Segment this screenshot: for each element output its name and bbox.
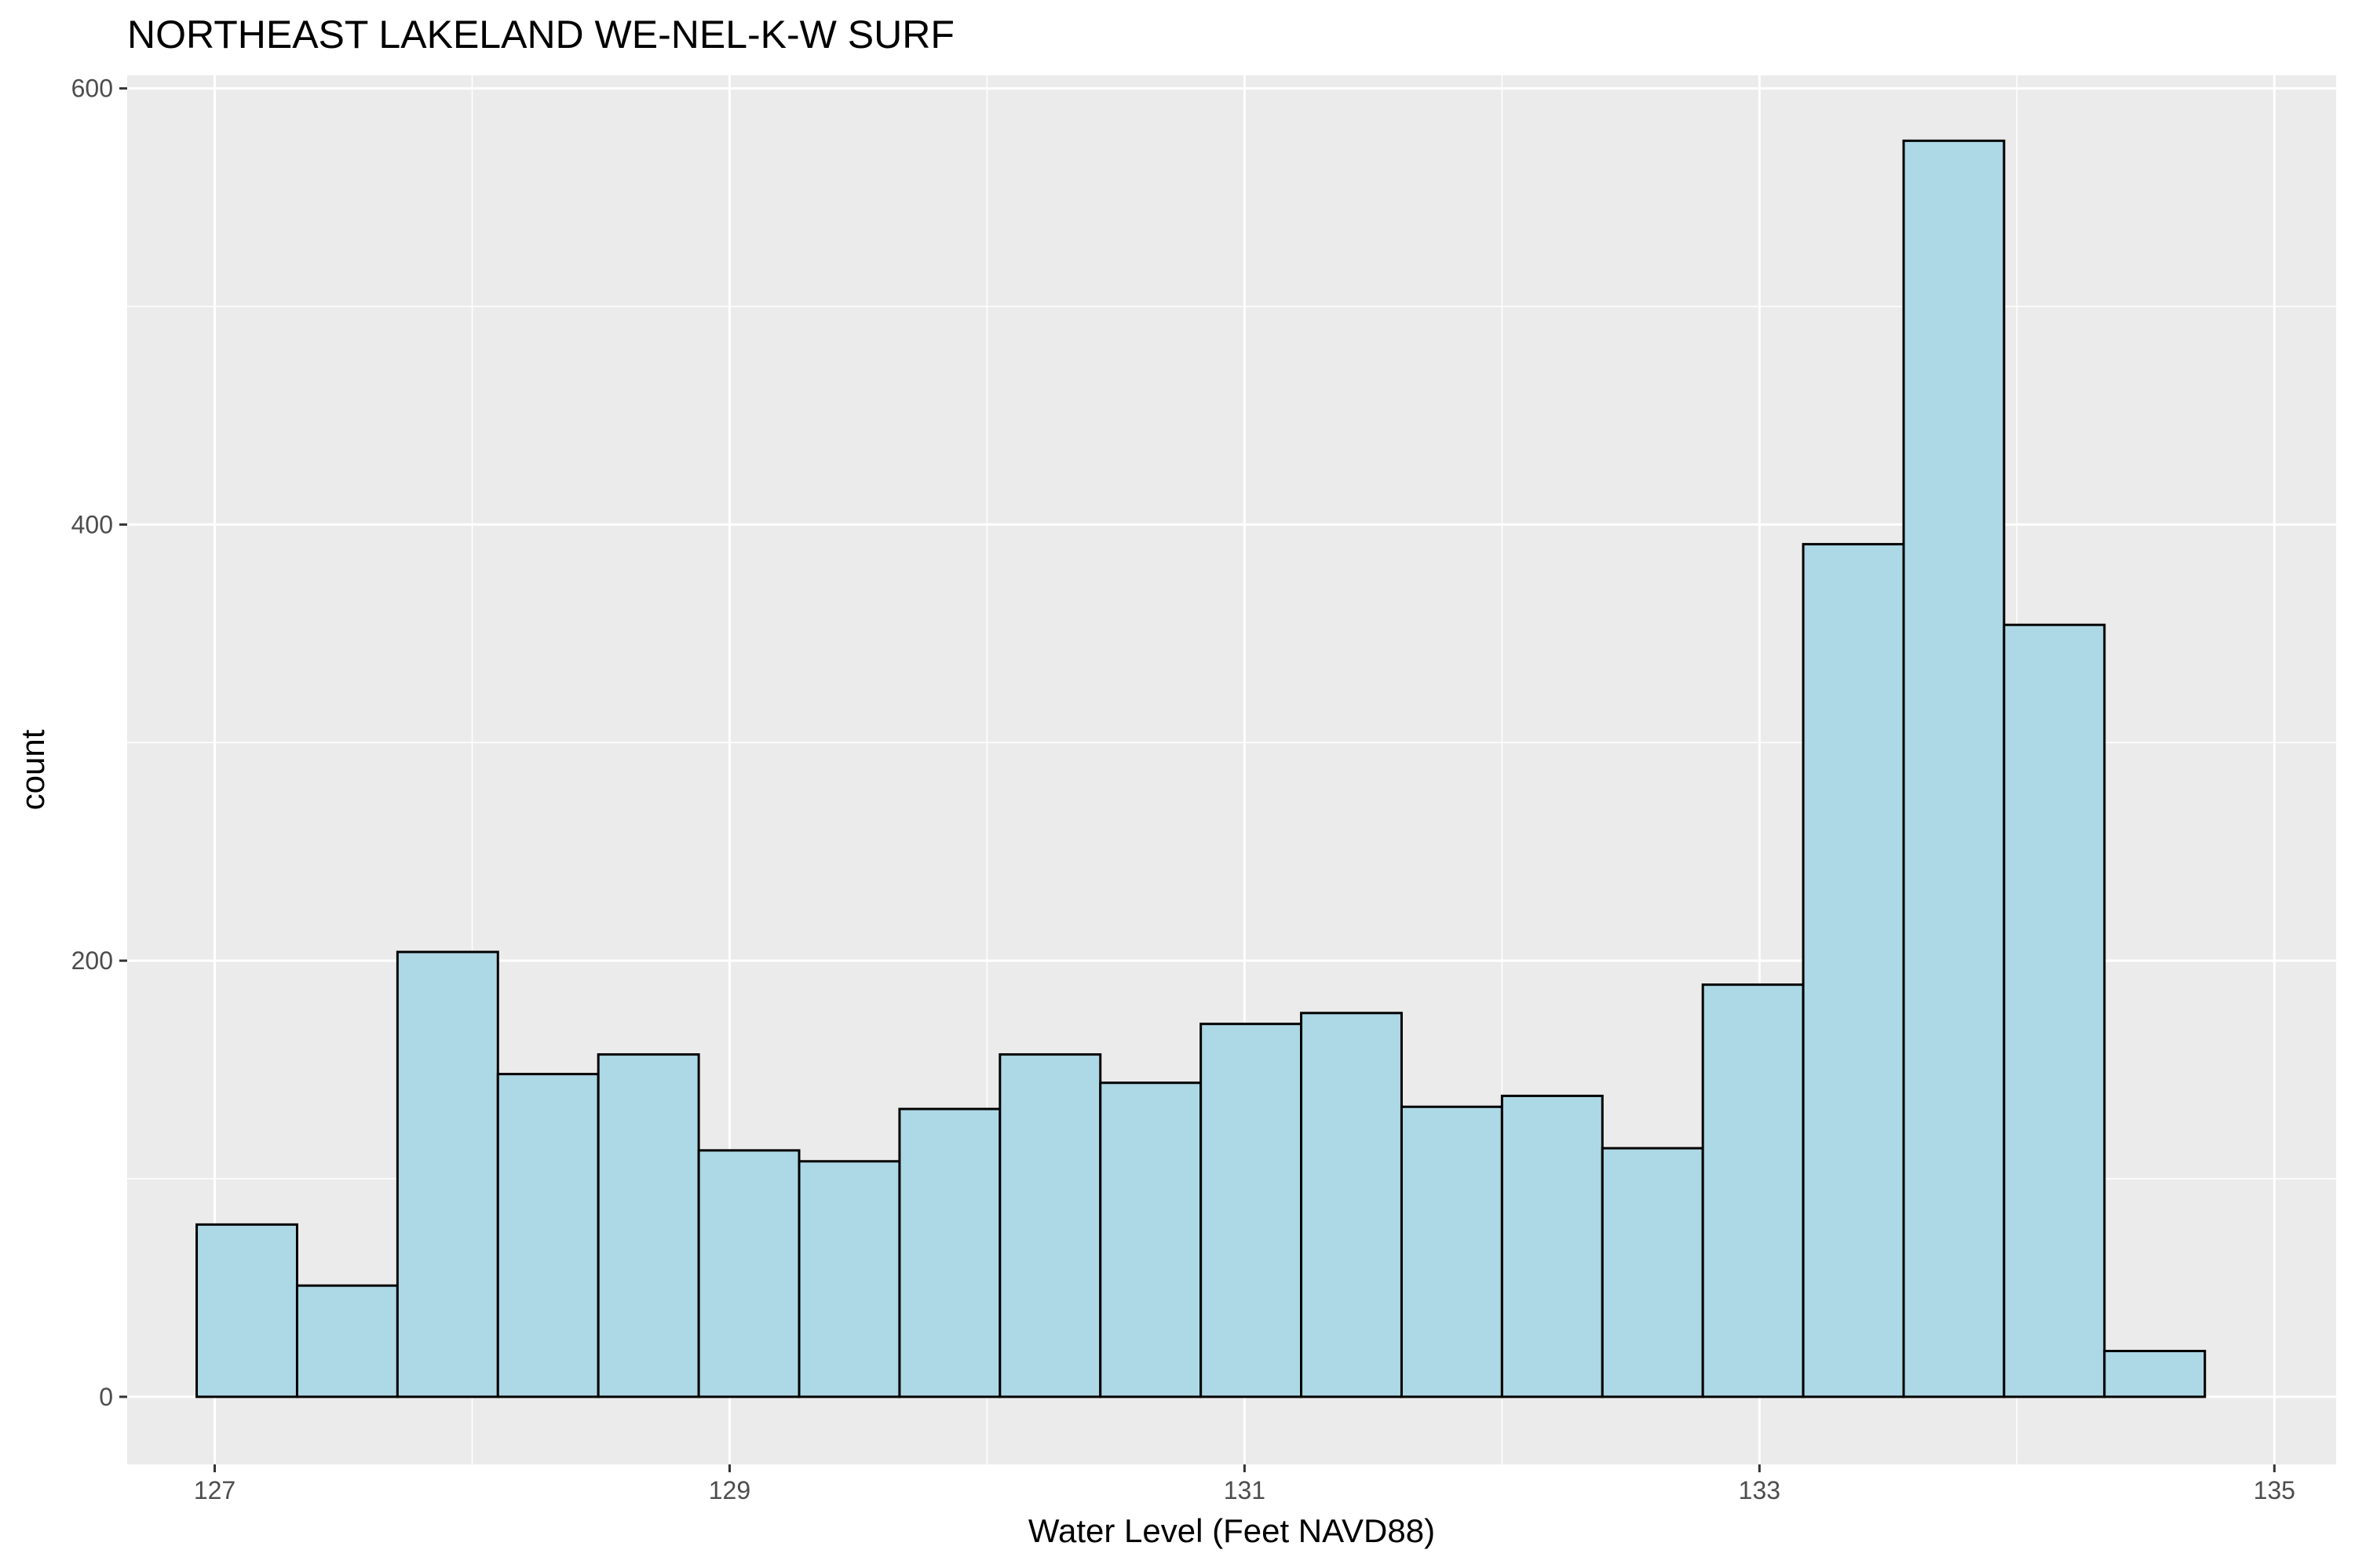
y-tick-label: 200 (71, 946, 113, 975)
x-axis: 127 129 131 133 135 (194, 1464, 2295, 1504)
histogram-bar (195, 1223, 298, 1398)
histogram-bar (697, 1149, 801, 1398)
histogram-bar (396, 950, 499, 1398)
x-tick-label: 133 (1739, 1476, 1780, 1504)
histogram-bar (2003, 623, 2106, 1398)
histogram-bar (999, 1053, 1102, 1398)
y-axis: 0 200 400 600 (71, 75, 127, 1411)
histogram-bar (1500, 1094, 1604, 1398)
histogram-bar (1400, 1105, 1503, 1398)
x-tick-label: 135 (2254, 1476, 2295, 1504)
chart-title: NORTHEAST LAKELAND WE-NEL-K-W SURF (127, 13, 955, 57)
x-tick-label: 129 (709, 1476, 750, 1504)
histogram-bar (2103, 1350, 2207, 1398)
histogram-bar (1199, 1023, 1303, 1398)
histogram-bar (1802, 542, 1905, 1398)
histogram-bar (898, 1107, 1002, 1398)
y-tick-label: 0 (99, 1383, 113, 1411)
x-tick-label: 127 (194, 1476, 236, 1504)
histogram-bar (1601, 1147, 1704, 1398)
histogram-bar (1701, 983, 1805, 1398)
histogram-bar (1902, 139, 2006, 1398)
y-tick-label: 600 (71, 75, 113, 103)
y-axis-title: count (14, 729, 51, 810)
x-axis-title: Water Level (Feet NAVD88) (1028, 1512, 1435, 1549)
y-tick-label: 400 (71, 510, 113, 538)
histogram-bar (1099, 1081, 1203, 1398)
x-tick-label: 131 (1224, 1476, 1265, 1504)
histogram-bar (295, 1284, 399, 1398)
histogram-bar (496, 1073, 600, 1398)
histogram-bar (798, 1160, 901, 1398)
histogram-bar (597, 1053, 700, 1398)
histogram-bars (195, 139, 2207, 1398)
histogram-bar (1300, 1012, 1403, 1398)
